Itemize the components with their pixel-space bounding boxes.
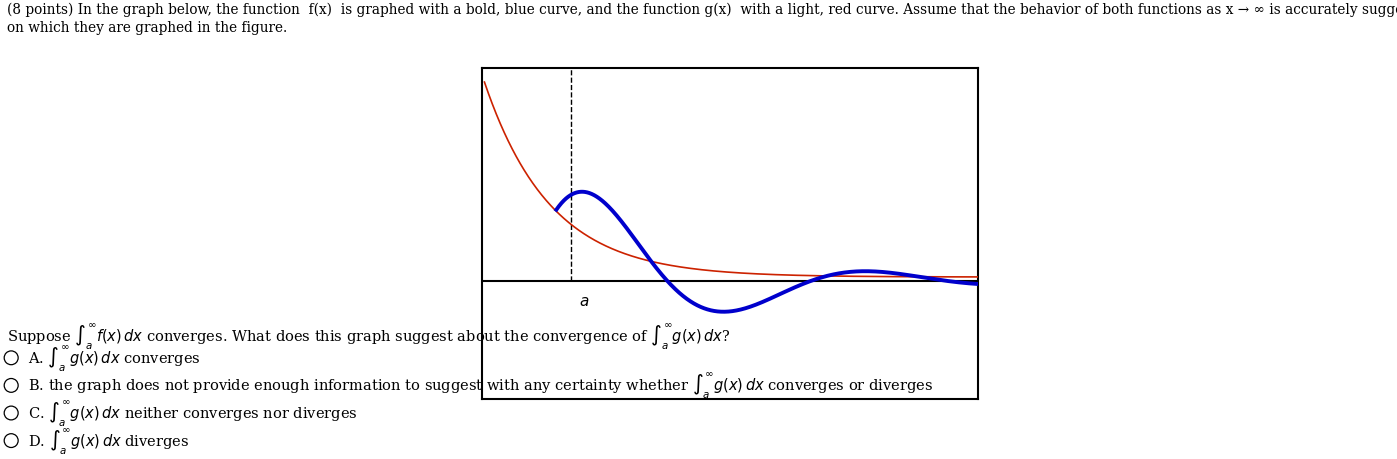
Text: $a$: $a$ <box>578 295 590 308</box>
Text: B. the graph does not provide enough information to suggest with any certainty w: B. the graph does not provide enough inf… <box>28 370 933 401</box>
Text: Suppose $\int_a^\infty f(x)\,dx$ converges. What does this graph suggest about t: Suppose $\int_a^\infty f(x)\,dx$ converg… <box>7 321 731 351</box>
Text: C. $\int_a^\infty g(x)\,dx$ neither converges nor diverges: C. $\int_a^\infty g(x)\,dx$ neither conv… <box>28 398 358 428</box>
Text: on which they are graphed in the figure.: on which they are graphed in the figure. <box>7 21 288 34</box>
Text: D. $\int_a^\infty g(x)\,dx$ diverges: D. $\int_a^\infty g(x)\,dx$ diverges <box>28 425 190 456</box>
Text: (8 points) In the graph below, the function  f(x)  is graphed with a bold, blue : (8 points) In the graph below, the funct… <box>7 2 1397 17</box>
Text: A. $\int_a^\infty g(x)\,dx$ converges: A. $\int_a^\infty g(x)\,dx$ converges <box>28 343 201 373</box>
